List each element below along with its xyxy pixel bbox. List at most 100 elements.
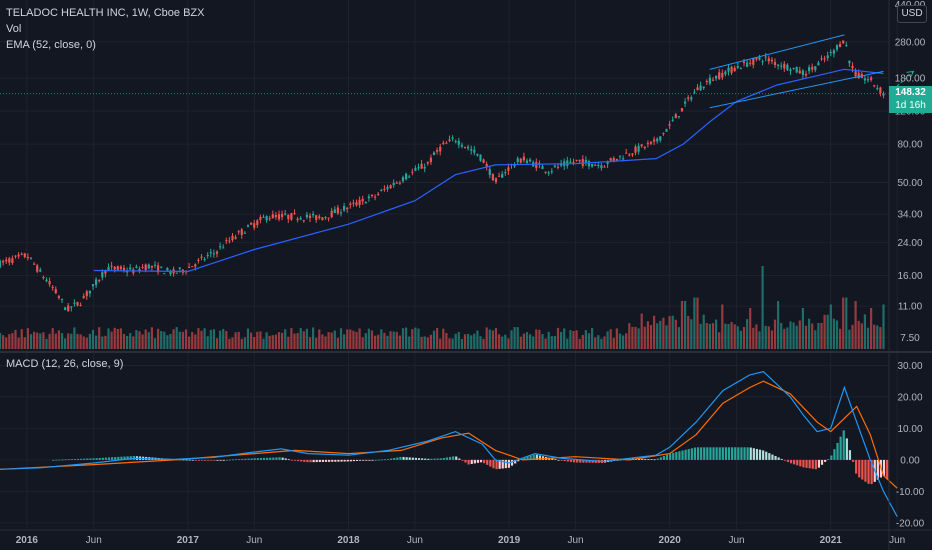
volume-bar — [749, 308, 752, 349]
macd-histogram-bar — [659, 457, 662, 460]
ema-layer — [93, 68, 884, 273]
volume-bar — [172, 329, 175, 349]
candle-body — [364, 202, 367, 204]
volume-bar — [448, 338, 451, 349]
volume-bar — [566, 338, 569, 349]
volume-bar — [333, 330, 336, 349]
macd-histogram-bar — [681, 450, 684, 460]
macd-histogram-bar — [693, 447, 697, 460]
ema-legend[interactable]: EMA (52, close, 0) — [6, 39, 96, 51]
y-tick-label: 16.00 — [897, 271, 922, 282]
volume-bar — [668, 316, 671, 349]
volume-bar — [54, 333, 57, 349]
volume-bar — [817, 322, 820, 349]
candle-body — [882, 93, 885, 96]
macd-histogram-bar — [669, 453, 672, 460]
candle-body — [408, 176, 411, 178]
volume-bar — [91, 329, 95, 349]
trend-drawings — [0, 34, 915, 109]
macd-histogram-bar — [783, 459, 786, 461]
macd-histogram-bar — [207, 459, 210, 461]
candle-body — [513, 164, 516, 167]
candle-body — [8, 258, 11, 263]
candle-body — [377, 193, 380, 195]
volume-bar — [293, 333, 296, 349]
macd-histogram-bar — [721, 447, 724, 460]
candle-body — [160, 266, 163, 268]
candle-body — [597, 164, 600, 166]
candle-body — [101, 272, 104, 278]
macd-histogram-bar — [517, 459, 520, 462]
x-tick-label: Jun — [889, 535, 905, 546]
candle-body — [516, 158, 519, 163]
candle-body — [57, 296, 60, 298]
macd-tick-label: 0.00 — [900, 455, 920, 466]
volume-bar — [699, 323, 702, 349]
candle-body — [687, 97, 690, 99]
volume-bar — [395, 331, 398, 349]
volume-bar — [389, 331, 392, 349]
macd-histogram-bar — [427, 458, 430, 460]
volume-bar — [374, 335, 377, 349]
candle-body — [783, 63, 786, 69]
x-tick-label: Jun — [246, 535, 262, 546]
macd-histogram-bar — [743, 447, 746, 460]
volume-bar — [820, 322, 823, 349]
macd-histogram-bar — [526, 456, 529, 460]
volume-bar — [163, 331, 166, 349]
volume-bar — [315, 337, 318, 349]
volume-bar — [17, 337, 20, 349]
candle-body — [312, 213, 315, 216]
y-tick-label: 50.00 — [897, 178, 922, 189]
volume-legend[interactable]: Vol — [6, 23, 22, 35]
macd-legend[interactable]: MACD (12, 26, close, 9) — [6, 358, 124, 370]
candle-body — [330, 210, 333, 217]
volume-bar — [262, 338, 265, 349]
candle-body — [457, 140, 460, 145]
currency-button[interactable]: USD — [897, 5, 927, 23]
macd-histogram-bar — [724, 447, 728, 460]
candle-body — [625, 152, 628, 154]
volume-bar — [832, 318, 835, 349]
volume-bar — [733, 324, 736, 349]
candle-body — [54, 289, 57, 294]
candle-body — [606, 161, 609, 165]
candle-body — [804, 73, 808, 76]
candle-body — [33, 263, 36, 265]
candle-body — [823, 58, 826, 60]
macd-histogram-bar — [796, 459, 799, 466]
macd-histogram-bar — [405, 457, 408, 460]
volume-bar — [175, 327, 178, 349]
candle-body — [820, 58, 823, 60]
candle-body — [324, 217, 327, 219]
volume-bar — [857, 320, 860, 349]
candle-body — [405, 173, 408, 180]
volume-bar — [98, 327, 101, 349]
candle-body — [48, 280, 51, 285]
candle-body — [674, 114, 677, 119]
volume-bar — [343, 334, 346, 349]
volume-bar — [705, 323, 708, 349]
macd-histogram-bar — [585, 459, 588, 463]
candle-body — [144, 264, 147, 271]
volume-bar — [76, 333, 79, 349]
macd-histogram-bar — [572, 459, 576, 463]
candle-body — [290, 213, 293, 220]
macd-histogram-bar — [321, 459, 325, 462]
volume-bar — [228, 338, 231, 349]
volume-bar — [823, 314, 826, 349]
macd-histogram-bar — [219, 459, 222, 461]
candle-body — [243, 232, 246, 234]
macd-tick-label: -20.00 — [896, 518, 925, 529]
macd-histogram-bar — [83, 458, 86, 460]
volume-bar — [615, 328, 618, 349]
candle-body — [284, 213, 287, 215]
macd-histogram-bar — [470, 459, 473, 464]
y-tick-label: 24.00 — [897, 238, 922, 249]
candle-body — [206, 254, 209, 257]
macd-histogram-bar — [576, 459, 579, 463]
candle-body — [240, 229, 243, 235]
candle-body — [761, 61, 764, 63]
y-tick-label: 180.00 — [895, 73, 926, 84]
